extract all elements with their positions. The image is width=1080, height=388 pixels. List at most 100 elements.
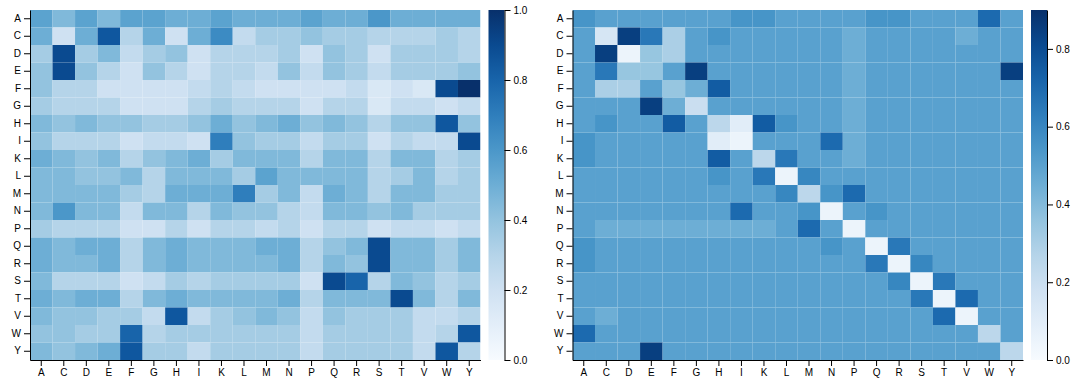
y-tick-label: M — [555, 188, 563, 199]
heatmap-cell — [618, 203, 641, 221]
heatmap-cell — [798, 168, 821, 186]
heatmap-cell — [345, 185, 368, 203]
y-tick: H — [556, 118, 572, 129]
y-tick-label: Y — [14, 345, 21, 356]
x-tick-label: N — [285, 367, 292, 378]
heatmap-cell — [210, 308, 233, 326]
heatmap-cell — [300, 168, 323, 186]
heatmap-cell — [458, 115, 481, 133]
heatmap-cell — [368, 290, 391, 308]
colorbar-tick-label: 0.4 — [1056, 199, 1070, 210]
heatmap-cell — [843, 343, 866, 361]
heatmap-cell — [120, 98, 143, 116]
heatmap-cell — [708, 80, 731, 98]
heatmap-cell — [955, 115, 978, 133]
heatmap-cell — [120, 133, 143, 151]
y-tick: I — [18, 135, 30, 146]
y-tick-label: S — [557, 275, 564, 286]
heatmap-cell — [300, 343, 323, 361]
heatmap-cell — [75, 325, 98, 343]
axis-line — [30, 11, 31, 361]
heatmap-cell — [390, 115, 413, 133]
heatmap-cell — [708, 98, 731, 116]
heatmap-cell — [753, 98, 776, 116]
heatmap-cell — [820, 290, 843, 308]
y-tick-label: E — [14, 65, 21, 76]
heatmap-cell — [255, 10, 278, 28]
tick-mark — [469, 360, 470, 366]
heatmap-cell — [210, 133, 233, 151]
tick-mark — [567, 193, 573, 194]
y-tick: K — [557, 153, 573, 164]
heatmap-cell — [233, 133, 256, 151]
heatmap-cell — [730, 98, 753, 116]
heatmap-cell — [595, 150, 618, 168]
heatmap-cell — [843, 133, 866, 151]
heatmap-cell — [573, 185, 596, 203]
tick-mark — [651, 360, 652, 366]
x-tick: M — [262, 360, 270, 378]
heatmap-cell — [435, 185, 458, 203]
heatmap-cell — [663, 290, 686, 308]
heatmap-cell — [300, 133, 323, 151]
y-tick: G — [13, 100, 30, 111]
heatmap-cell — [75, 10, 98, 28]
tick-mark — [921, 360, 922, 366]
heatmap-cell — [368, 255, 391, 273]
heatmap-cell — [955, 308, 978, 326]
x-tick: E — [648, 360, 655, 378]
heatmap-cell — [188, 98, 211, 116]
heatmap-cell — [210, 185, 233, 203]
y-tick-label: D — [14, 48, 21, 59]
y-tick-label: T — [557, 293, 563, 304]
heatmap-cell — [413, 220, 436, 238]
heatmap-cell — [820, 325, 843, 343]
heatmap-cell — [30, 290, 53, 308]
heatmap-cell — [910, 45, 933, 63]
heatmap-cell — [595, 255, 618, 273]
heatmap-cell — [730, 308, 753, 326]
heatmap-cell — [188, 343, 211, 361]
heatmap-cell — [1000, 80, 1023, 98]
heatmap-cell — [618, 185, 641, 203]
heatmap-cell — [775, 45, 798, 63]
heatmap-cell — [390, 150, 413, 168]
heatmap-cell — [300, 45, 323, 63]
y-tick-label: Q — [13, 240, 21, 251]
heatmap-cell — [640, 115, 663, 133]
heatmap-cell — [708, 133, 731, 151]
heatmap-cell — [120, 150, 143, 168]
heatmap-cell — [888, 203, 911, 221]
heatmap-cell — [233, 255, 256, 273]
y-tick-label: A — [557, 13, 564, 24]
heatmap-cell — [458, 290, 481, 308]
heatmap-cell — [165, 290, 188, 308]
heatmap-cell — [390, 185, 413, 203]
tick-mark — [567, 298, 573, 299]
heatmap-cell — [640, 220, 663, 238]
colorbar-tick-label: 0.2 — [514, 285, 528, 296]
heatmap-cell — [595, 63, 618, 81]
x-tick: V — [421, 360, 428, 378]
heatmap-cell — [888, 10, 911, 28]
heatmap-cell — [345, 203, 368, 221]
colorbar-tick-label: 0.8 — [1056, 44, 1070, 55]
heatmap-cell — [753, 325, 776, 343]
heatmap-cell — [413, 63, 436, 81]
heatmap-cell — [685, 80, 708, 98]
heatmap-cell — [663, 10, 686, 28]
heatmap-cell — [618, 238, 641, 256]
heatmap-cell — [210, 63, 233, 81]
heatmap-cell — [910, 290, 933, 308]
heatmap-cell — [323, 115, 346, 133]
heatmap-cell — [368, 150, 391, 168]
heatmap-cell — [685, 168, 708, 186]
heatmap-cell — [1000, 273, 1023, 291]
x-tick: V — [963, 360, 970, 378]
y-tick: R — [14, 258, 30, 269]
heatmap-cell — [888, 273, 911, 291]
heatmap-cell — [390, 28, 413, 46]
heatmap-cell — [730, 168, 753, 186]
heatmap-cell — [30, 220, 53, 238]
heatmap-cell — [888, 133, 911, 151]
